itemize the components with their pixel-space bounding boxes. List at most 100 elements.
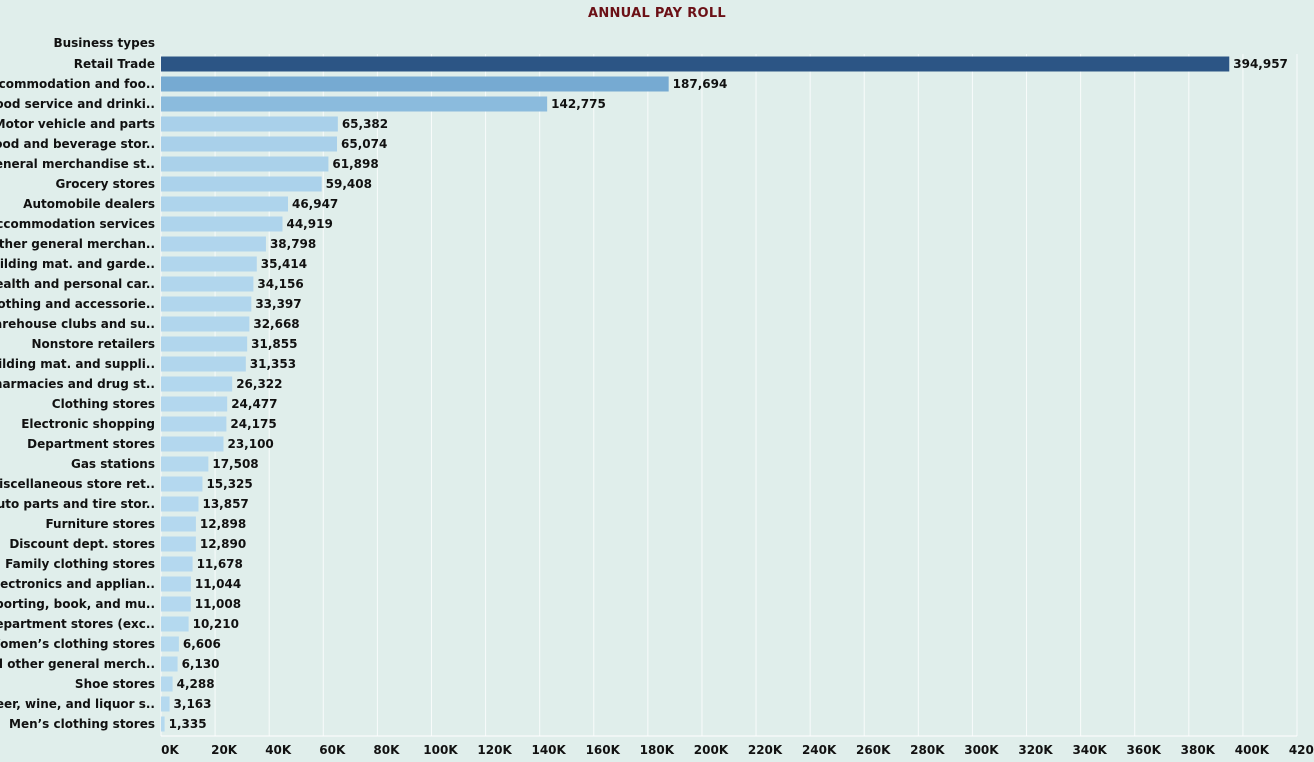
value-label: 187,694: [673, 77, 728, 91]
bar: [161, 576, 191, 592]
category-label: Other general merchan..: [0, 237, 155, 251]
x-tick-label: 120K: [477, 743, 512, 757]
category-label: Health and personal car..: [0, 277, 155, 291]
category-label: Electronics and applian..: [0, 577, 155, 591]
value-label: 4,288: [177, 677, 215, 691]
bar: [161, 556, 193, 572]
value-label: 1,335: [169, 717, 207, 731]
category-label: Motor vehicle and parts: [0, 117, 155, 131]
value-label: 17,508: [212, 457, 258, 471]
category-label: Clothing and accessorie..: [0, 297, 155, 311]
x-tick-label: 80K: [373, 743, 400, 757]
category-label: Automobile dealers: [23, 197, 155, 211]
bar: [161, 596, 191, 612]
x-tick-label: 220K: [748, 743, 783, 757]
value-label: 59,408: [326, 177, 372, 191]
category-label: All other general merch..: [0, 657, 155, 671]
x-tick-label: 420K: [1289, 743, 1314, 757]
x-tick-label: 380K: [1181, 743, 1216, 757]
value-label: 13,857: [202, 497, 248, 511]
bar: [161, 456, 209, 472]
bar: [161, 516, 196, 532]
value-label: 65,074: [341, 137, 387, 151]
category-label: Food and beverage stor..: [0, 137, 155, 151]
bar: [161, 476, 203, 492]
x-tick-label: 40K: [265, 743, 292, 757]
category-label: Shoe stores: [75, 677, 155, 691]
category-label: Building mat. and suppli..: [0, 357, 155, 371]
bar: [161, 336, 248, 352]
value-label: 31,353: [250, 357, 296, 371]
x-tick-label: 260K: [856, 743, 891, 757]
value-label: 23,100: [227, 437, 273, 451]
bar: [161, 656, 178, 672]
category-label: Food service and drinki..: [0, 97, 155, 111]
value-label: 38,798: [270, 237, 316, 251]
category-label: Family clothing stores: [5, 557, 155, 571]
bar: [161, 316, 250, 332]
bar: [161, 256, 257, 272]
value-label: 15,325: [206, 477, 252, 491]
value-label: 6,606: [183, 637, 221, 651]
bar: [161, 616, 189, 632]
category-label: Auto parts and tire stor..: [0, 497, 155, 511]
x-tick-label: 320K: [1018, 743, 1053, 757]
value-label: 61,898: [332, 157, 378, 171]
value-label: 11,044: [195, 577, 241, 591]
category-label: Furniture stores: [45, 517, 155, 531]
value-label: 10,210: [193, 617, 239, 631]
x-tick-label: 240K: [802, 743, 837, 757]
value-label: 11,008: [195, 597, 241, 611]
bar: [161, 56, 1230, 72]
category-label: Nonstore retailers: [31, 337, 155, 351]
bar: [161, 436, 224, 452]
value-label: 3,163: [174, 697, 212, 711]
x-tick-label: 340K: [1072, 743, 1107, 757]
value-label: 34,156: [257, 277, 303, 291]
value-label: 12,898: [200, 517, 246, 531]
bar: [161, 196, 288, 212]
value-label: 26,322: [236, 377, 282, 391]
category-label: Men’s clothing stores: [9, 717, 155, 731]
category-label: Electronic shopping: [21, 417, 155, 431]
value-label: 11,678: [197, 557, 243, 571]
value-label: 46,947: [292, 197, 338, 211]
category-label: Women’s clothing stores: [0, 637, 155, 651]
bar: [161, 136, 338, 152]
value-label: 24,477: [231, 397, 277, 411]
category-label: Department stores: [27, 437, 155, 451]
bar: [161, 396, 228, 412]
x-tick-label: 300K: [964, 743, 999, 757]
row-header: Business types: [53, 36, 155, 50]
value-label: 12,890: [200, 537, 246, 551]
bar: [161, 276, 254, 292]
category-label: General merchandise st..: [0, 157, 155, 171]
bar: [161, 96, 548, 112]
bar: [161, 176, 322, 192]
bar: [161, 236, 266, 252]
value-label: 142,775: [551, 97, 606, 111]
category-label: Building mat. and garde..: [0, 257, 155, 271]
category-label: Accommodation and foo..: [0, 77, 155, 91]
x-tick-label: 200K: [694, 743, 729, 757]
bar: [161, 676, 173, 692]
x-tick-label: 0K: [161, 743, 179, 757]
chart-title: ANNUAL PAY ROLL: [587, 6, 727, 21]
bar: [161, 376, 233, 392]
category-label: Beer, wine, and liquor s..: [0, 697, 155, 711]
bar: [161, 696, 170, 712]
bar: [161, 636, 179, 652]
x-tick-label: 180K: [640, 743, 675, 757]
value-label: 44,919: [286, 217, 332, 231]
x-tick-label: 360K: [1127, 743, 1162, 757]
bar: [161, 536, 196, 552]
value-label: 6,130: [182, 657, 220, 671]
bar: [161, 76, 669, 92]
category-label: Accommodation services: [0, 217, 155, 231]
value-label: 394,957: [1233, 57, 1288, 71]
x-tick-label: 60K: [319, 743, 346, 757]
bar: [161, 496, 199, 512]
category-label: Retail Trade: [74, 57, 155, 71]
category-label: Gas stations: [71, 457, 155, 471]
bar: [161, 296, 252, 312]
